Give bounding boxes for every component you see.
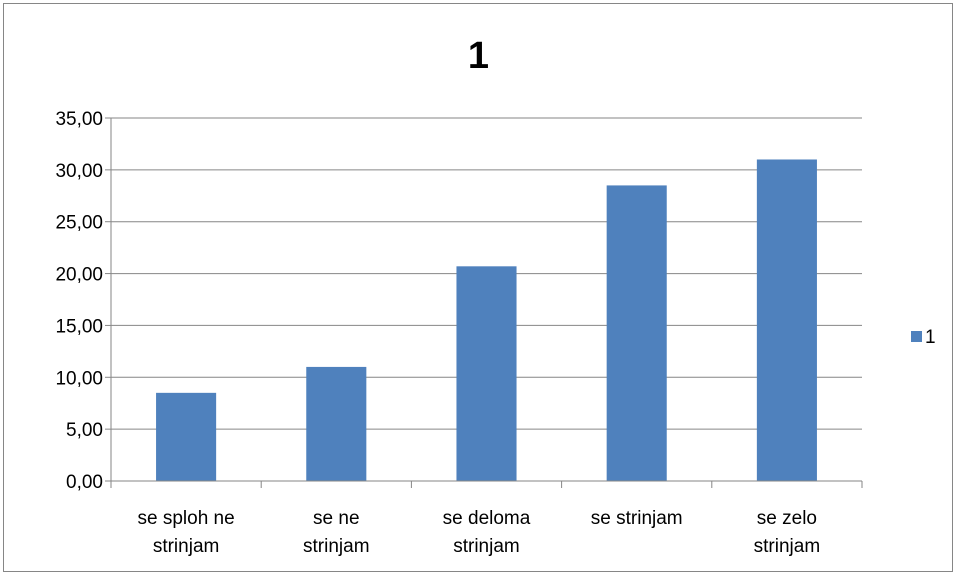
- x-tick-label: se sploh ne: [138, 508, 235, 529]
- chart-title: 1: [467, 35, 490, 77]
- legend-swatch: [911, 331, 922, 342]
- bar: [756, 159, 817, 481]
- legend: 1: [911, 327, 936, 348]
- y-tick-label: 5,00: [66, 420, 103, 441]
- bar: [306, 366, 367, 481]
- x-tick-labels: se sploh ne strinjam se ne strinjam se delom…: [138, 508, 821, 557]
- y-tick-label: 0,00: [66, 472, 103, 493]
- y-tick-label: 10,00: [55, 368, 103, 389]
- y-tick-label: 25,00: [55, 213, 103, 234]
- y-tick-label: 35,00: [55, 109, 103, 130]
- bar: [156, 392, 217, 481]
- y-tick-label: 30,00: [55, 161, 103, 182]
- x-tick-label: se deloma: [443, 508, 531, 529]
- axes: [105, 117, 863, 488]
- x-tick-label: strinjam: [754, 536, 821, 557]
- x-tick-label: se strinjam: [591, 508, 683, 529]
- x-tick-label: strinjam: [303, 536, 370, 557]
- x-tick-label: se ne: [313, 508, 359, 529]
- x-tick-label: strinjam: [153, 536, 220, 557]
- y-tick-label: 20,00: [55, 265, 103, 286]
- bar: [456, 266, 517, 481]
- y-tick-labels: 0,00 5,00 10,00 15,00 20,00 25,00 30,00 35,00: [55, 109, 103, 493]
- bars: [156, 159, 817, 481]
- x-tick-label: se zelo: [757, 508, 817, 529]
- x-tick-label: strinjam: [453, 536, 520, 557]
- legend-label: 1: [925, 327, 936, 348]
- bar: [606, 185, 667, 481]
- y-tick-label: 15,00: [55, 316, 103, 337]
